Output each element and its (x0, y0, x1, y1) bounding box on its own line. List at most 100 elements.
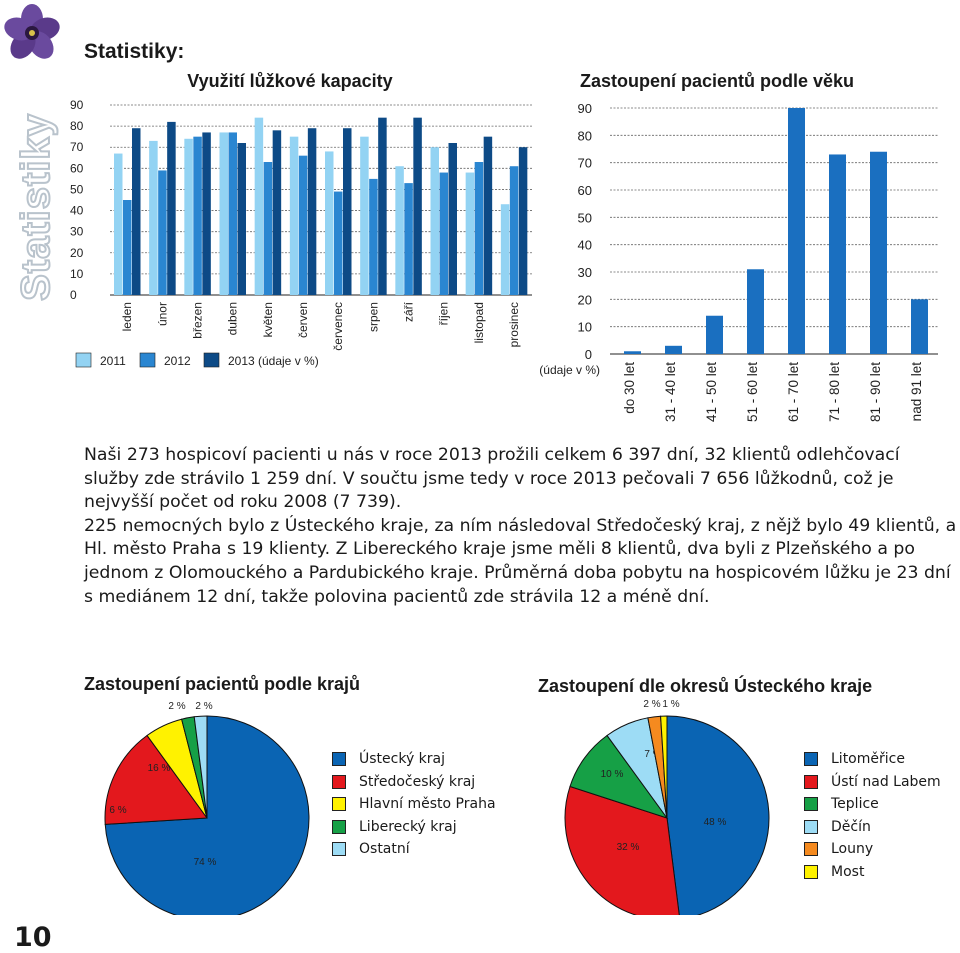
y-tick-label: 0 (70, 288, 77, 302)
bar-2011 (184, 138, 193, 295)
y-tick-label: 60 (70, 161, 84, 175)
bar-2012 (123, 200, 132, 295)
legend-label: Středočeský kraj (359, 773, 476, 790)
slice-label: 6 % (109, 805, 126, 816)
bar-2011 (149, 140, 158, 295)
body-paragraph: Naši 273 hospicoví pacienti u nás v roce… (84, 445, 900, 513)
bar-2012 (509, 166, 519, 295)
pie-slice (193, 715, 208, 819)
bar-2012 (439, 172, 448, 295)
page-title: Statistiky: (84, 40, 185, 63)
pie-slice (104, 734, 208, 825)
age-bar (870, 151, 887, 354)
slice-label: 2 % (195, 701, 212, 712)
bar-2011 (254, 117, 264, 296)
age-bar (624, 351, 641, 354)
bar-2011 (325, 151, 334, 295)
bed-chart-title: Využití lůžkové kapacity (187, 71, 393, 91)
y-tick-label: 30 (578, 265, 592, 280)
bar-2013 (272, 130, 282, 295)
y-tick-label: 20 (578, 292, 592, 307)
x-tick-label: do 30 let (622, 362, 637, 414)
legend-label: Hlavní město Praha (359, 796, 496, 813)
y-tick-label: 80 (70, 119, 84, 133)
y-tick-label: 70 (578, 156, 592, 171)
x-tick-label: nad 91 let (909, 362, 924, 422)
body-text: Naši 273 hospicoví pacienti u nás v roce… (84, 444, 960, 609)
bar-2013 (132, 128, 141, 295)
legend-item: Hlavní město Praha (332, 793, 496, 816)
x-tick-label: únor (155, 302, 169, 326)
x-tick-label: říjen (437, 302, 451, 325)
x-tick-label: srpen (366, 302, 380, 332)
bar-2011 (430, 147, 439, 295)
y-tick-label: 40 (70, 204, 84, 218)
bar-2013 (378, 117, 387, 296)
bar-2013 (483, 136, 493, 295)
legend-swatch (804, 774, 818, 789)
legend-item: Ústecký kraj (332, 748, 496, 771)
bar-2012 (158, 170, 167, 295)
x-tick-label: 41 - 50 let (704, 362, 719, 422)
bar-2011 (360, 136, 369, 295)
region-pie-chart: 74 % 16 % 6 % 2 % 2 % (104, 701, 310, 915)
x-tick-label: 51 - 60 let (745, 362, 760, 422)
age-bar (829, 154, 846, 354)
legend-swatch (203, 352, 220, 368)
legend-item: Děčín (804, 816, 941, 839)
x-tick-label: červen (296, 302, 310, 338)
legend-item: Litoměřice (804, 748, 941, 771)
x-tick-label: 81 - 90 let (868, 362, 883, 422)
legend-label: Liberecký kraj (359, 818, 457, 835)
slice-label: 10 % (601, 769, 624, 780)
legend-swatch (332, 797, 346, 812)
x-tick-label: prosinec (507, 302, 521, 347)
legend-swatch (332, 752, 346, 767)
bar-2013 (448, 143, 457, 295)
age-bar (788, 108, 805, 354)
bar-2011 (465, 172, 475, 295)
y-tick-label: 30 (70, 225, 84, 239)
y-tick-label: 70 (70, 140, 84, 154)
bar-2012 (263, 162, 273, 295)
legend-swatch (804, 864, 818, 879)
region-legend: Ústecký kraj Středočeský kraj Hlavní město… (332, 748, 496, 861)
district-chart-title: Zastoupení dle okresů Ústeckého kraje (538, 676, 873, 696)
x-tick-label: květen (261, 302, 275, 337)
x-tick-label: duben (226, 302, 240, 335)
legend-label: Děčín (831, 818, 871, 835)
unit-note: (údaje v %) (258, 354, 319, 368)
legend-item: Středočeský kraj (332, 771, 496, 794)
legend-swatch (332, 819, 346, 834)
bar-2012 (193, 136, 202, 295)
bar-2012 (298, 155, 308, 295)
region-chart-title: Zastoupení pacientů podle krajů (84, 674, 361, 694)
y-tick-label: 40 (578, 238, 592, 253)
legend-label: Ústecký kraj (359, 751, 446, 768)
age-chart: 0 10 20 30 40 50 60 70 80 90 (údaje v %) do 30 let 3… (539, 101, 938, 422)
bar-2012 (228, 132, 237, 295)
bar-2013 (343, 128, 352, 295)
flower-logo (4, 4, 60, 59)
district-pie-chart: 48 % 32 % 10 % 7 % 2 % 1 % (564, 699, 770, 915)
legend-swatch (332, 774, 346, 789)
y-tick-label: 0 (585, 347, 592, 362)
x-tick-label: 31 - 40 let (663, 362, 678, 422)
x-tick-label: listopad (472, 302, 486, 343)
legend-swatch (332, 842, 346, 857)
legend-item: Teplice (804, 793, 941, 816)
bar-2013 (518, 147, 528, 295)
pie-slice (660, 715, 668, 819)
legend-label: Litoměřice (831, 751, 905, 768)
x-tick-label: březen (191, 302, 205, 339)
x-tick-label: červenec (331, 302, 345, 351)
y-tick-label: 60 (578, 183, 592, 198)
bar-2011 (289, 136, 299, 295)
legend-swatch (804, 842, 818, 857)
age-bar (911, 299, 928, 354)
bar-2012 (404, 183, 413, 295)
legend-item: Ostatní (332, 838, 496, 861)
bar-2013 (237, 143, 246, 295)
slice-label: 7 % (644, 749, 661, 760)
x-tick-label: 71 - 80 let (827, 362, 842, 422)
